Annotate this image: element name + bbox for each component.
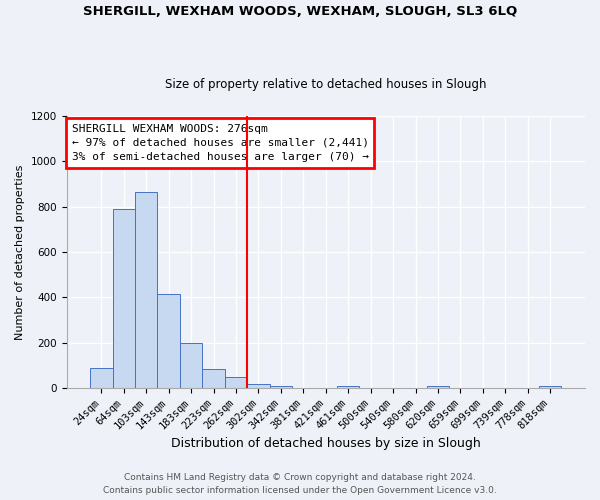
Bar <box>269 386 292 388</box>
Text: SHERGILL, WEXHAM WOODS, WEXHAM, SLOUGH, SL3 6LQ: SHERGILL, WEXHAM WOODS, WEXHAM, SLOUGH, … <box>83 5 517 18</box>
Bar <box>90 368 113 388</box>
Bar <box>202 369 225 388</box>
Bar <box>337 386 359 388</box>
Bar <box>135 192 157 388</box>
Bar <box>180 342 202 388</box>
Bar <box>247 384 269 388</box>
Title: Size of property relative to detached houses in Slough: Size of property relative to detached ho… <box>165 78 487 91</box>
X-axis label: Distribution of detached houses by size in Slough: Distribution of detached houses by size … <box>171 437 481 450</box>
Bar <box>225 377 247 388</box>
Bar <box>157 294 180 388</box>
Text: SHERGILL WEXHAM WOODS: 276sqm
← 97% of detached houses are smaller (2,441)
3% of: SHERGILL WEXHAM WOODS: 276sqm ← 97% of d… <box>72 124 369 162</box>
Bar <box>113 209 135 388</box>
Bar <box>427 386 449 388</box>
Bar <box>539 386 562 388</box>
Y-axis label: Number of detached properties: Number of detached properties <box>15 164 25 340</box>
Text: Contains HM Land Registry data © Crown copyright and database right 2024.
Contai: Contains HM Land Registry data © Crown c… <box>103 474 497 495</box>
